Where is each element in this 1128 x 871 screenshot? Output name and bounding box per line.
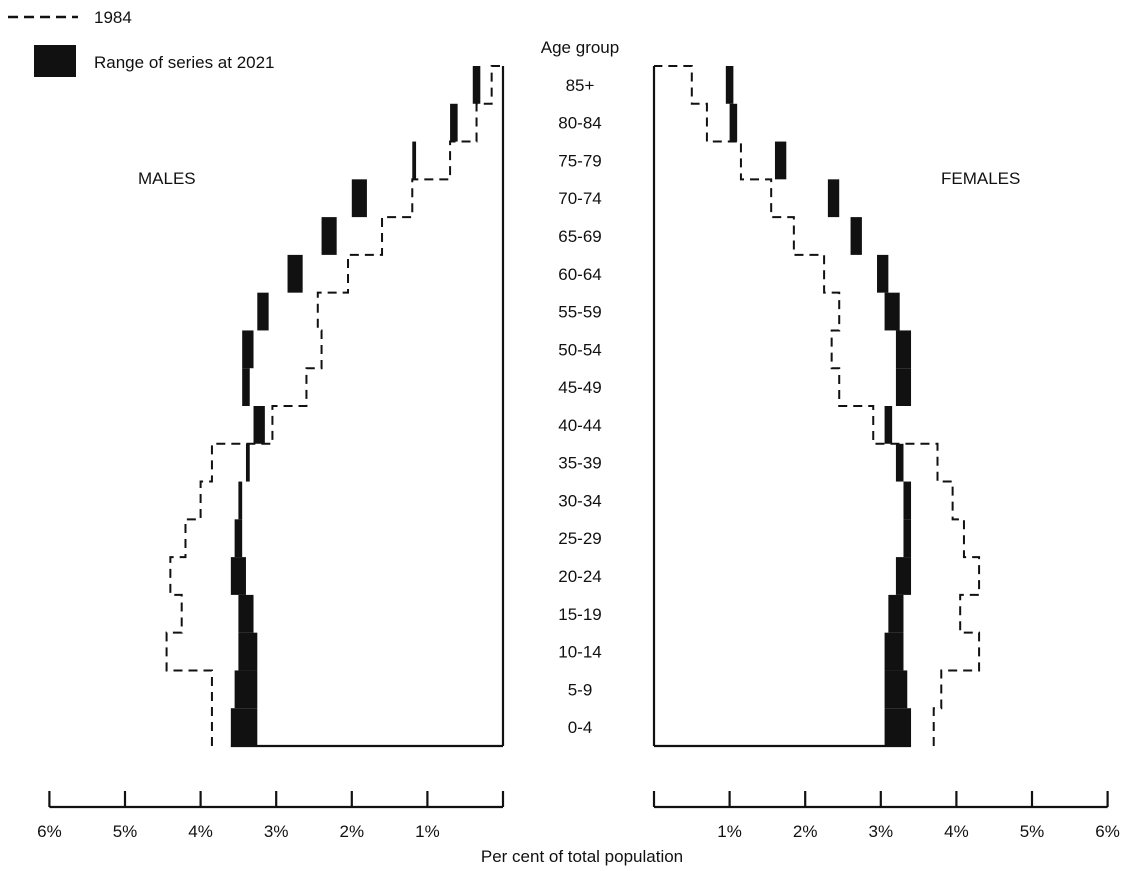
female-1984-line bbox=[654, 65, 981, 746]
age-label-50-54: 50-54 bbox=[558, 340, 601, 359]
age-label-30-34: 30-34 bbox=[558, 491, 601, 510]
female-range-band-80-84 bbox=[729, 103, 738, 142]
age-label-65-69: 65-69 bbox=[558, 227, 601, 246]
female-range-band-85+ bbox=[725, 66, 734, 104]
age-label-20-24: 20-24 bbox=[558, 567, 601, 586]
age-label-45-49: 45-49 bbox=[558, 378, 601, 397]
male-tick-label-4: 4% bbox=[188, 822, 213, 841]
female-range-band-55-59 bbox=[884, 292, 900, 331]
female-tick-label-2: 2% bbox=[793, 822, 818, 841]
male-tick-label-5: 5% bbox=[113, 822, 138, 841]
age-label-75-79: 75-79 bbox=[558, 151, 601, 170]
female-range-band-30-34 bbox=[903, 481, 912, 520]
age-label-70-74: 70-74 bbox=[558, 189, 601, 208]
age-label-85+: 85+ bbox=[566, 76, 595, 95]
male-tick-label-6: 6% bbox=[37, 822, 62, 841]
male-range-band-65-69 bbox=[321, 217, 337, 255]
age-label-60-64: 60-64 bbox=[558, 265, 601, 284]
female-range-band-20-24 bbox=[895, 557, 912, 595]
male-range-band-80-84 bbox=[450, 103, 458, 142]
male-range-band-40-44 bbox=[253, 406, 265, 444]
female-range-band-70-74 bbox=[827, 179, 840, 218]
male-2021-range-bands bbox=[230, 66, 481, 746]
male-tick-label-2: 2% bbox=[340, 822, 365, 841]
female-tick-label-6: 6% bbox=[1095, 822, 1120, 841]
male-range-band-45-49 bbox=[242, 368, 250, 406]
female-range-band-10-14 bbox=[884, 632, 904, 671]
female-range-band-50-54 bbox=[895, 330, 912, 369]
male-range-band-5-9 bbox=[234, 670, 258, 709]
age-label-10-14: 10-14 bbox=[558, 643, 601, 662]
female-range-band-65-69 bbox=[850, 217, 862, 255]
age-label-15-19: 15-19 bbox=[558, 605, 601, 624]
age-label-40-44: 40-44 bbox=[558, 416, 601, 435]
female-tick-label-5: 5% bbox=[1020, 822, 1045, 841]
male-range-band-50-54 bbox=[242, 330, 254, 369]
age-label-0-4: 0-4 bbox=[568, 718, 593, 737]
female-tick-label-3: 3% bbox=[869, 822, 894, 841]
female-1984-series bbox=[654, 65, 981, 746]
male-range-band-60-64 bbox=[287, 254, 303, 293]
age-label-55-59: 55-59 bbox=[558, 303, 601, 322]
male-range-band-70-74 bbox=[351, 179, 367, 218]
male-1984-line bbox=[165, 65, 503, 746]
females-label: FEMALES bbox=[941, 169, 1020, 188]
female-range-band-0-4 bbox=[884, 708, 912, 746]
female-tick-label-4: 4% bbox=[944, 822, 969, 841]
legend-range-label: Range of series at 2021 bbox=[94, 53, 275, 72]
female-tick-label-1: 1% bbox=[717, 822, 742, 841]
age-group-labels: 0-4 5-9 10-14 15-19 20-24 25-29 30-34 35-39 40-4… bbox=[558, 76, 601, 737]
legend-1984-label: 1984 bbox=[94, 8, 132, 27]
age-label-5-9: 5-9 bbox=[568, 680, 593, 699]
x-axis-title: Per cent of total population bbox=[481, 847, 683, 866]
female-range-band-45-49 bbox=[895, 368, 912, 406]
legend: 1984 Range of series at 2021 bbox=[8, 8, 275, 77]
male-range-band-25-29 bbox=[234, 519, 243, 558]
male-range-band-55-59 bbox=[257, 292, 269, 331]
male-range-band-15-19 bbox=[238, 594, 254, 633]
female-range-band-5-9 bbox=[884, 670, 908, 709]
age-label-25-29: 25-29 bbox=[558, 529, 601, 548]
male-tick-label-1: 1% bbox=[415, 822, 440, 841]
male-range-band-20-24 bbox=[230, 557, 246, 595]
male-range-band-10-14 bbox=[238, 632, 258, 671]
male-x-axis: 6% 5% 4% 3% 2% 1% bbox=[37, 791, 505, 841]
female-2021-range-bands bbox=[725, 66, 912, 746]
female-range-band-60-64 bbox=[877, 254, 889, 293]
female-x-axis: 6% 5% 4% 3% 2% 1% bbox=[652, 791, 1120, 841]
males-label: MALES bbox=[138, 169, 196, 188]
female-panel-frame bbox=[652, 66, 912, 748]
female-range-band-25-29 bbox=[903, 519, 912, 558]
legend-range-swatch bbox=[34, 45, 76, 77]
female-range-band-15-19 bbox=[888, 594, 904, 633]
male-1984-series bbox=[165, 65, 503, 746]
age-label-80-84: 80-84 bbox=[558, 114, 601, 133]
age-label-35-39: 35-39 bbox=[558, 454, 601, 473]
age-axis-title: Age group bbox=[541, 38, 619, 57]
male-range-band-30-34 bbox=[238, 481, 243, 520]
male-tick-label-3: 3% bbox=[264, 822, 289, 841]
female-range-band-75-79 bbox=[774, 141, 787, 180]
male-range-band-85+ bbox=[472, 66, 481, 104]
female-range-band-35-39 bbox=[895, 443, 904, 482]
male-range-band-0-4 bbox=[230, 708, 258, 746]
male-panel-frame bbox=[230, 66, 505, 748]
male-range-band-75-79 bbox=[412, 141, 417, 180]
male-range-band-35-39 bbox=[245, 443, 250, 482]
female-range-band-40-44 bbox=[884, 406, 893, 444]
